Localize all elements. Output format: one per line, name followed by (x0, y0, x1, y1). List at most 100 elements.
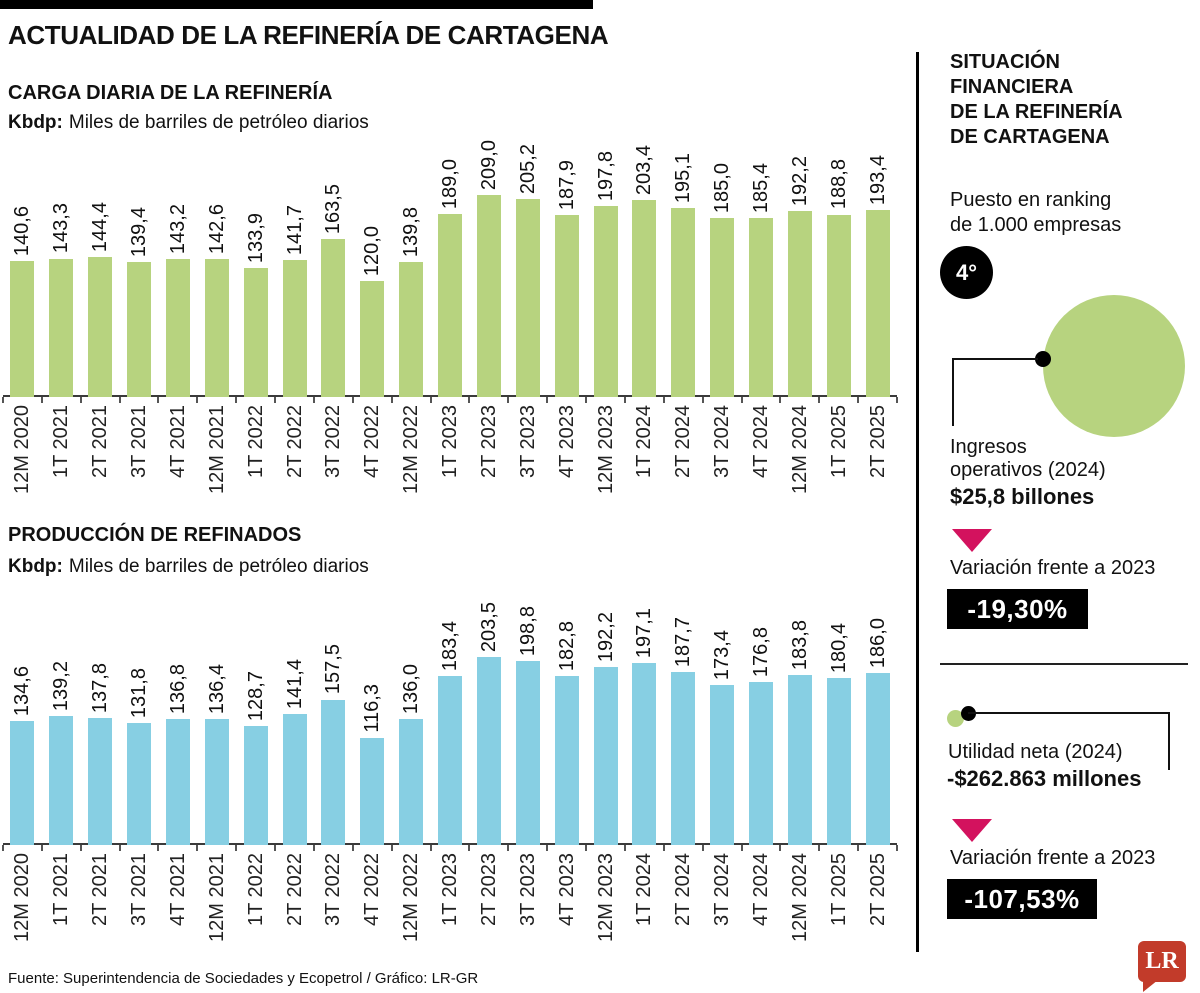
bar (593, 205, 618, 397)
bar (787, 675, 812, 845)
chart1-subtitle: Kbdp: Miles de barriles de petróleo diari… (8, 112, 369, 134)
x-axis-label: 12M 2021 (205, 853, 228, 942)
x-axis-label: 12M 2023 (594, 405, 617, 494)
x-axis-label: 1T 2023 (439, 853, 462, 927)
bar-value-label: 143,3 (50, 203, 73, 254)
x-axis-label: 2T 2021 (89, 853, 112, 927)
axis-tick (390, 845, 393, 851)
bar-cell: 141,4 2T 2022 (275, 600, 314, 926)
variation1-value-box: -19,30% (947, 589, 1088, 629)
axis-tick (2, 845, 4, 851)
bar-value-label: 209,0 (477, 139, 500, 191)
axis-tick (312, 845, 315, 851)
top-rule (0, 0, 593, 9)
bar-cell: 128,7 1T 2022 (236, 600, 275, 926)
bar-cell: 131,8 3T 2021 (120, 600, 159, 926)
bar-cell: 189,0 1T 2023 (431, 150, 470, 478)
axis-tick (857, 397, 860, 403)
rank-badge: 4° (940, 246, 993, 299)
connector-dot (1035, 351, 1051, 367)
chart1-unit-text: Miles de barriles de petróleo diarios (68, 112, 369, 133)
bar (321, 699, 346, 845)
chart1-title: CARGA DIARIA DE LA REFINERÍA (8, 82, 333, 104)
axis-tick (701, 397, 704, 403)
bar (554, 676, 579, 845)
bar-value-label: 136,8 (166, 663, 189, 714)
axis-tick (118, 845, 121, 851)
bar-value-label: 136,0 (400, 664, 423, 715)
axis-tick (740, 397, 743, 403)
bar-value-label: 188,8 (827, 159, 850, 210)
bar-value-label: 185,4 (750, 162, 773, 213)
bar-cell: 144,4 2T 2021 (81, 150, 120, 478)
x-axis-label: 2T 2024 (672, 405, 695, 479)
bar (243, 726, 268, 845)
bar-cell: 133,9 1T 2022 (236, 150, 275, 478)
bar-value-label: 189,0 (439, 159, 462, 210)
x-axis-label: 12M 2024 (788, 405, 811, 494)
bar-cell: 205,2 3T 2023 (508, 144, 547, 478)
bar-value-label: 203,5 (477, 601, 500, 653)
bar-cell: 195,1 2T 2024 (664, 150, 703, 478)
x-axis-label: 12M 2024 (788, 853, 811, 942)
bar-value-label: 139,8 (400, 206, 423, 257)
bar-cell: 203,4 1T 2024 (625, 145, 664, 478)
bar (165, 718, 190, 845)
bar-value-label: 128,7 (244, 671, 267, 722)
ingresos-label: Ingresos operativos (2024) (950, 436, 1106, 481)
bar (88, 717, 113, 845)
x-axis-label: 4T 2023 (555, 405, 578, 479)
bar (399, 719, 424, 845)
chart2-unit-abbrev: Kbdp: (8, 556, 63, 577)
ingresos-bubble (1043, 295, 1185, 437)
bar (476, 657, 501, 845)
variation2-value-box: -107,53% (947, 879, 1097, 919)
rank-badge-value: 4° (955, 259, 978, 285)
bar (632, 200, 657, 397)
axis-tick (40, 845, 43, 851)
bar (127, 262, 152, 397)
variation2-label: Variación frente a 2023 (950, 847, 1156, 869)
x-axis-label: 12M 2023 (594, 853, 617, 942)
axis-tick (857, 845, 860, 851)
bar-value-label: 186,0 (866, 618, 889, 669)
bar-cell: 187,7 2T 2024 (664, 600, 703, 926)
bar-cell: 157,5 3T 2022 (314, 600, 353, 926)
axis-tick (662, 845, 665, 851)
bar (321, 238, 346, 397)
bar-cell: 197,1 1T 2024 (625, 600, 664, 926)
bar-value-label: 187,7 (672, 616, 695, 667)
axis-tick (740, 845, 743, 851)
bar-cell: 137,8 2T 2021 (81, 600, 120, 926)
axis-tick (429, 397, 432, 403)
x-axis-label: 12M 2020 (11, 405, 34, 494)
bar (710, 218, 735, 397)
x-axis-label: 4T 2022 (361, 405, 384, 479)
axis-tick (157, 845, 160, 851)
bar-value-label: 187,9 (555, 160, 578, 211)
axis-tick (312, 397, 315, 403)
x-axis-label: 12M 2022 (400, 853, 423, 942)
bar-cell: 136,8 4T 2021 (159, 600, 198, 926)
bar-cell: 185,4 4T 2024 (742, 150, 781, 478)
x-axis-label: 3T 2021 (128, 853, 151, 927)
utilidad-green-dot (947, 710, 964, 727)
bar-value-label: 140,6 (11, 206, 34, 257)
axis-tick (818, 845, 821, 851)
utilidad-label: Utilidad neta (2024) (948, 741, 1123, 763)
bar-cell: 139,8 12M 2022 (392, 150, 431, 494)
bar-value-label: 205,2 (516, 143, 539, 194)
bar-cell: 143,2 4T 2021 (159, 150, 198, 478)
axis-tick (79, 845, 82, 851)
axis-tick (779, 845, 782, 851)
x-axis-label: 1T 2025 (827, 853, 850, 927)
bar (749, 681, 774, 845)
bar-value-label: 173,4 (711, 629, 734, 680)
x-axis-label: 4T 2023 (555, 853, 578, 927)
axis-tick (118, 397, 121, 403)
axis-tick (585, 397, 588, 403)
bar (710, 684, 735, 845)
axis-tick (546, 845, 549, 851)
bar-value-label: 198,8 (516, 606, 539, 657)
